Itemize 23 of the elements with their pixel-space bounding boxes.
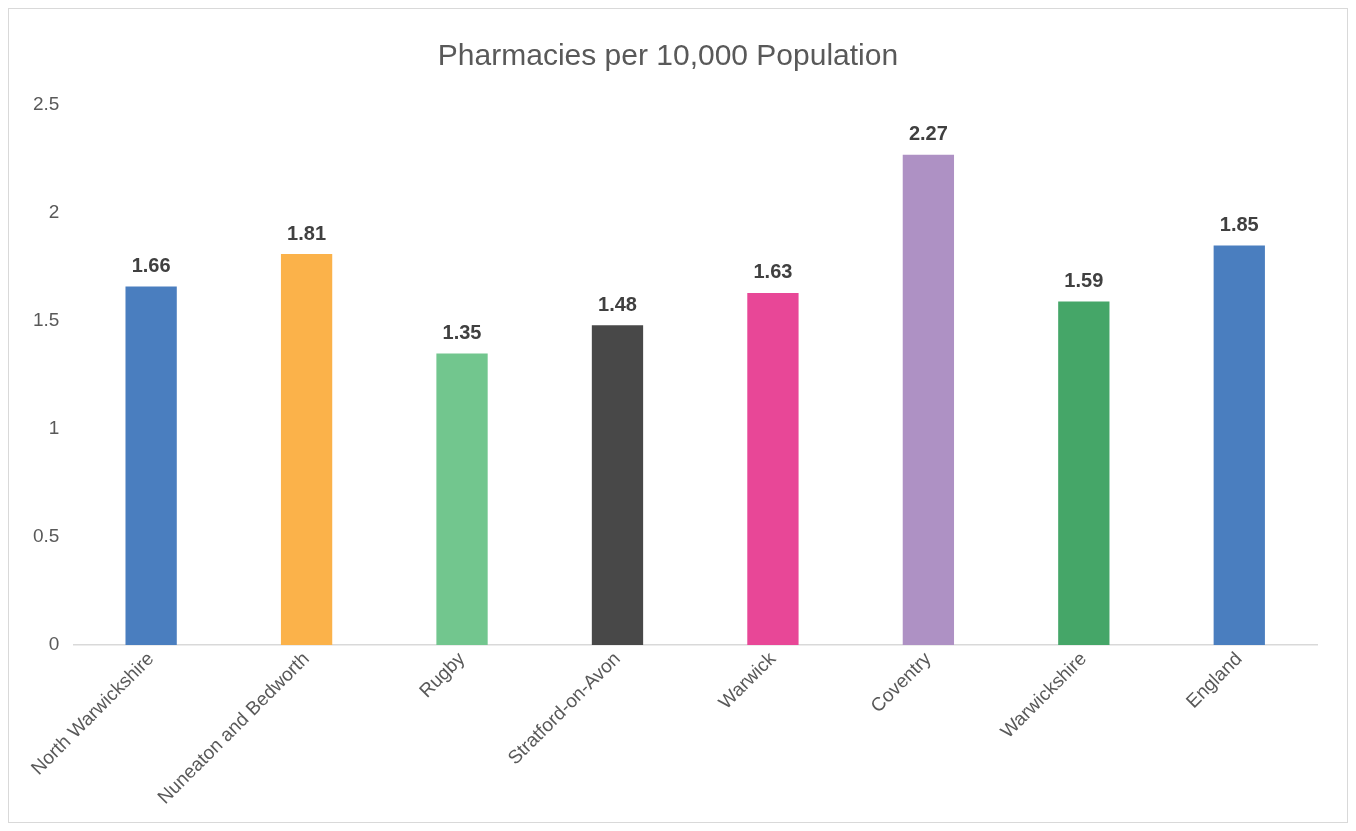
bar bbox=[436, 353, 488, 645]
bar bbox=[125, 286, 177, 645]
y-tick-label: 0.5 bbox=[32, 525, 60, 547]
bar bbox=[591, 325, 644, 645]
y-tick-label: 2.5 bbox=[32, 93, 60, 115]
data-label: 1.59 bbox=[1064, 269, 1104, 292]
data-label: 1.81 bbox=[287, 221, 327, 244]
data-label: 1.66 bbox=[131, 253, 171, 276]
bar bbox=[1213, 245, 1265, 645]
data-label: 2.27 bbox=[908, 122, 948, 145]
y-tick-label: 2 bbox=[48, 201, 60, 223]
data-label: 1.35 bbox=[442, 320, 482, 343]
bar bbox=[280, 254, 333, 645]
data-label: 1.63 bbox=[753, 260, 793, 283]
bar bbox=[1058, 301, 1110, 645]
data-label: 1.85 bbox=[1219, 212, 1259, 235]
y-tick-label: 1 bbox=[48, 417, 60, 439]
data-label: 1.48 bbox=[598, 292, 637, 315]
bar bbox=[747, 292, 799, 645]
chart-title: Pharmacies per 10,000 Population bbox=[437, 38, 899, 72]
y-tick-label: 1.5 bbox=[32, 309, 60, 331]
y-tick-label: 0 bbox=[48, 633, 60, 655]
bar bbox=[902, 154, 955, 645]
